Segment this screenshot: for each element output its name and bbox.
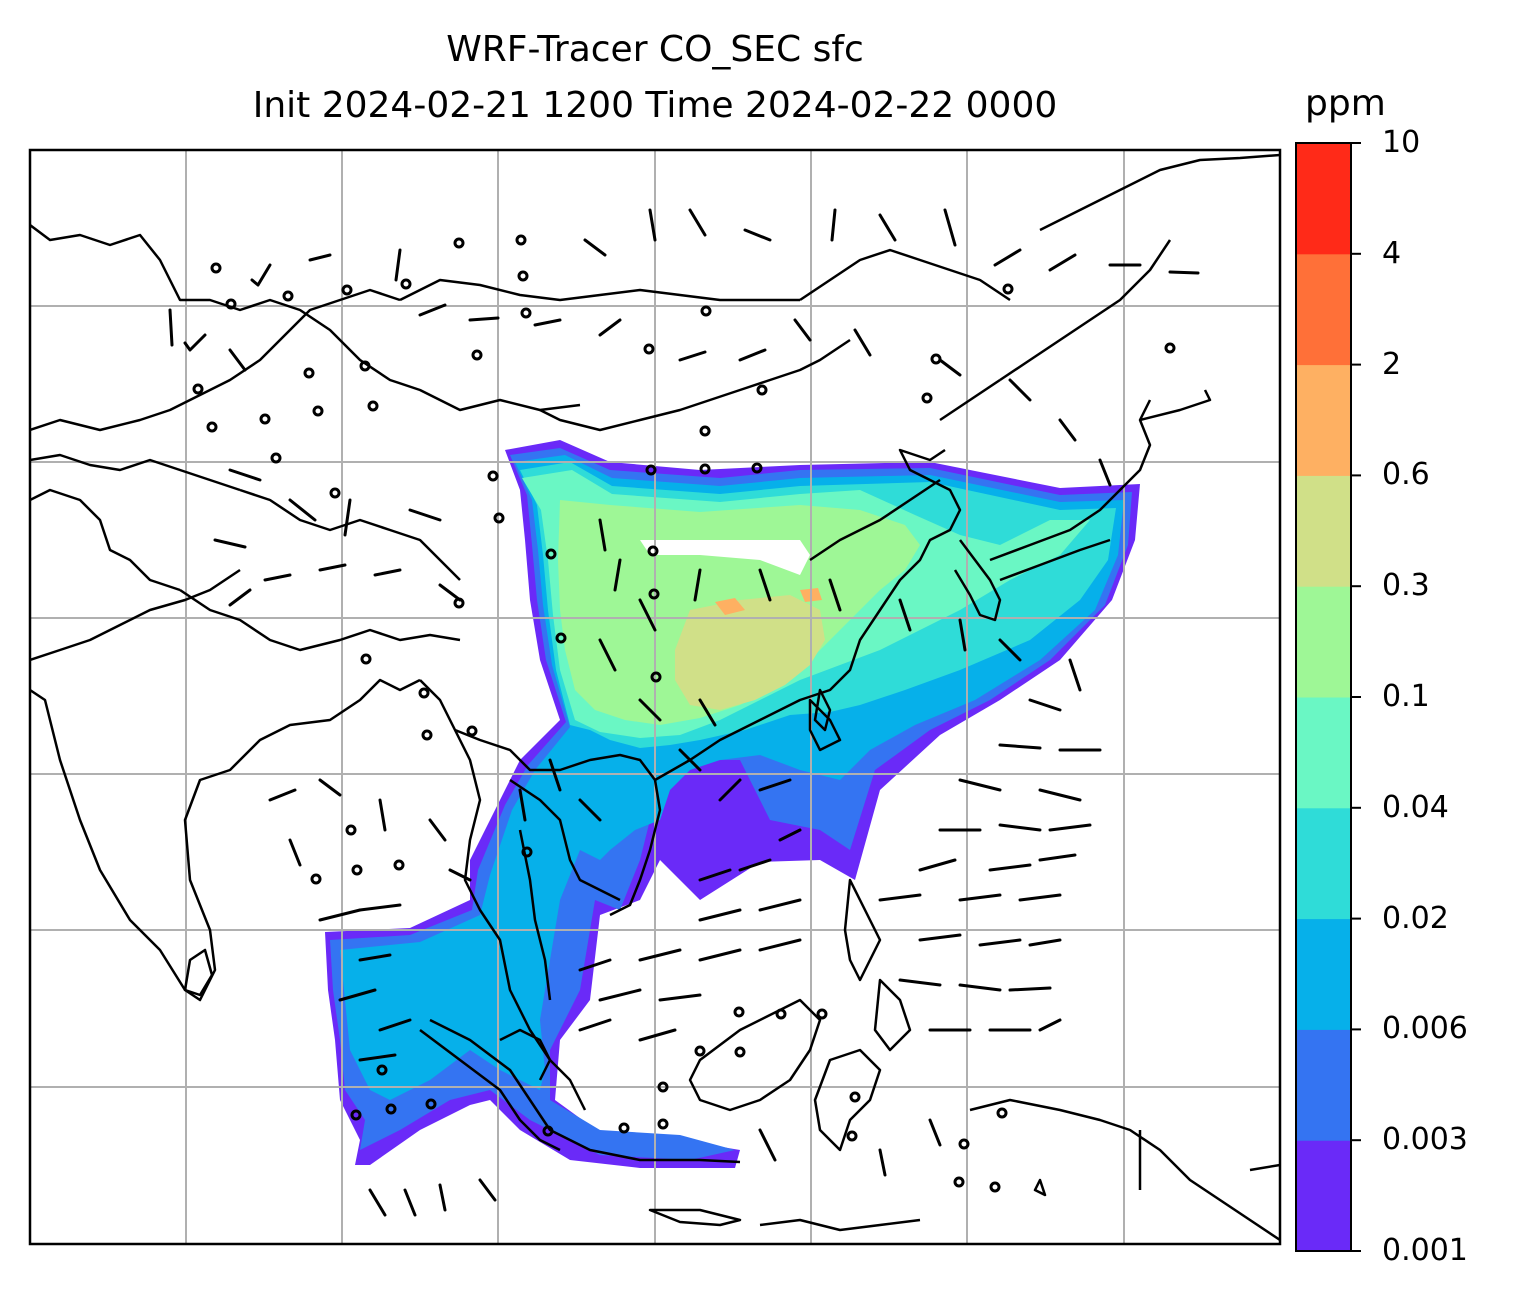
colorbar-tick-label: 0.003 bbox=[1382, 1122, 1468, 1158]
map-title-line1: WRF-Tracer CO_SEC sfc bbox=[446, 29, 864, 70]
map-title-line2: Init 2024-02-21 1200 Time 2024-02-22 000… bbox=[252, 85, 1058, 126]
colorbar bbox=[1296, 142, 1361, 1252]
calm-wind-markers bbox=[192, 234, 1176, 1193]
colorbar-tick-label: 2 bbox=[1382, 346, 1402, 382]
colorbar-tick-label: 0.001 bbox=[1382, 1233, 1468, 1268]
co-concentration-field bbox=[325, 440, 1140, 1168]
concentration-band-0.3 bbox=[675, 595, 825, 710]
concentration-band-0.6 bbox=[715, 598, 745, 615]
colorbar-band bbox=[1296, 364, 1351, 476]
colorbar-band bbox=[1296, 586, 1351, 698]
colorbar-tick-label: 0.04 bbox=[1382, 789, 1449, 825]
colorbar-frame bbox=[1295, 142, 1352, 1252]
colorbar-band bbox=[1296, 1140, 1351, 1252]
colorbar-tick-label: 0.3 bbox=[1382, 568, 1430, 604]
colorbar-band bbox=[1296, 807, 1351, 920]
colorbar-tick-label: 0.6 bbox=[1382, 457, 1430, 493]
colorbar-tick-label: 4 bbox=[1382, 235, 1402, 271]
colorbar-band bbox=[1296, 253, 1351, 366]
colorbar-tick-label: 0.02 bbox=[1382, 900, 1449, 936]
map-plot-area bbox=[30, 150, 1280, 1244]
colorbar-band bbox=[1296, 475, 1351, 587]
map-frame bbox=[28, 148, 1282, 1246]
colorbar-tick-label: 0.006 bbox=[1382, 1011, 1468, 1047]
colorbar-unit-label: ppm bbox=[1305, 83, 1386, 124]
colorbar-band bbox=[1296, 1029, 1351, 1141]
colorbar-band bbox=[1296, 697, 1351, 809]
wind-barbs bbox=[168, 208, 1200, 1217]
colorbar-band bbox=[1296, 918, 1351, 1030]
coastlines-borders bbox=[30, 153, 1280, 1242]
colorbar-tick-label: 0.1 bbox=[1382, 679, 1430, 714]
colorbar-tick-label: 10 bbox=[1382, 125, 1421, 160]
colorbar-band bbox=[1296, 143, 1351, 255]
map-gridlines bbox=[30, 150, 1280, 1244]
